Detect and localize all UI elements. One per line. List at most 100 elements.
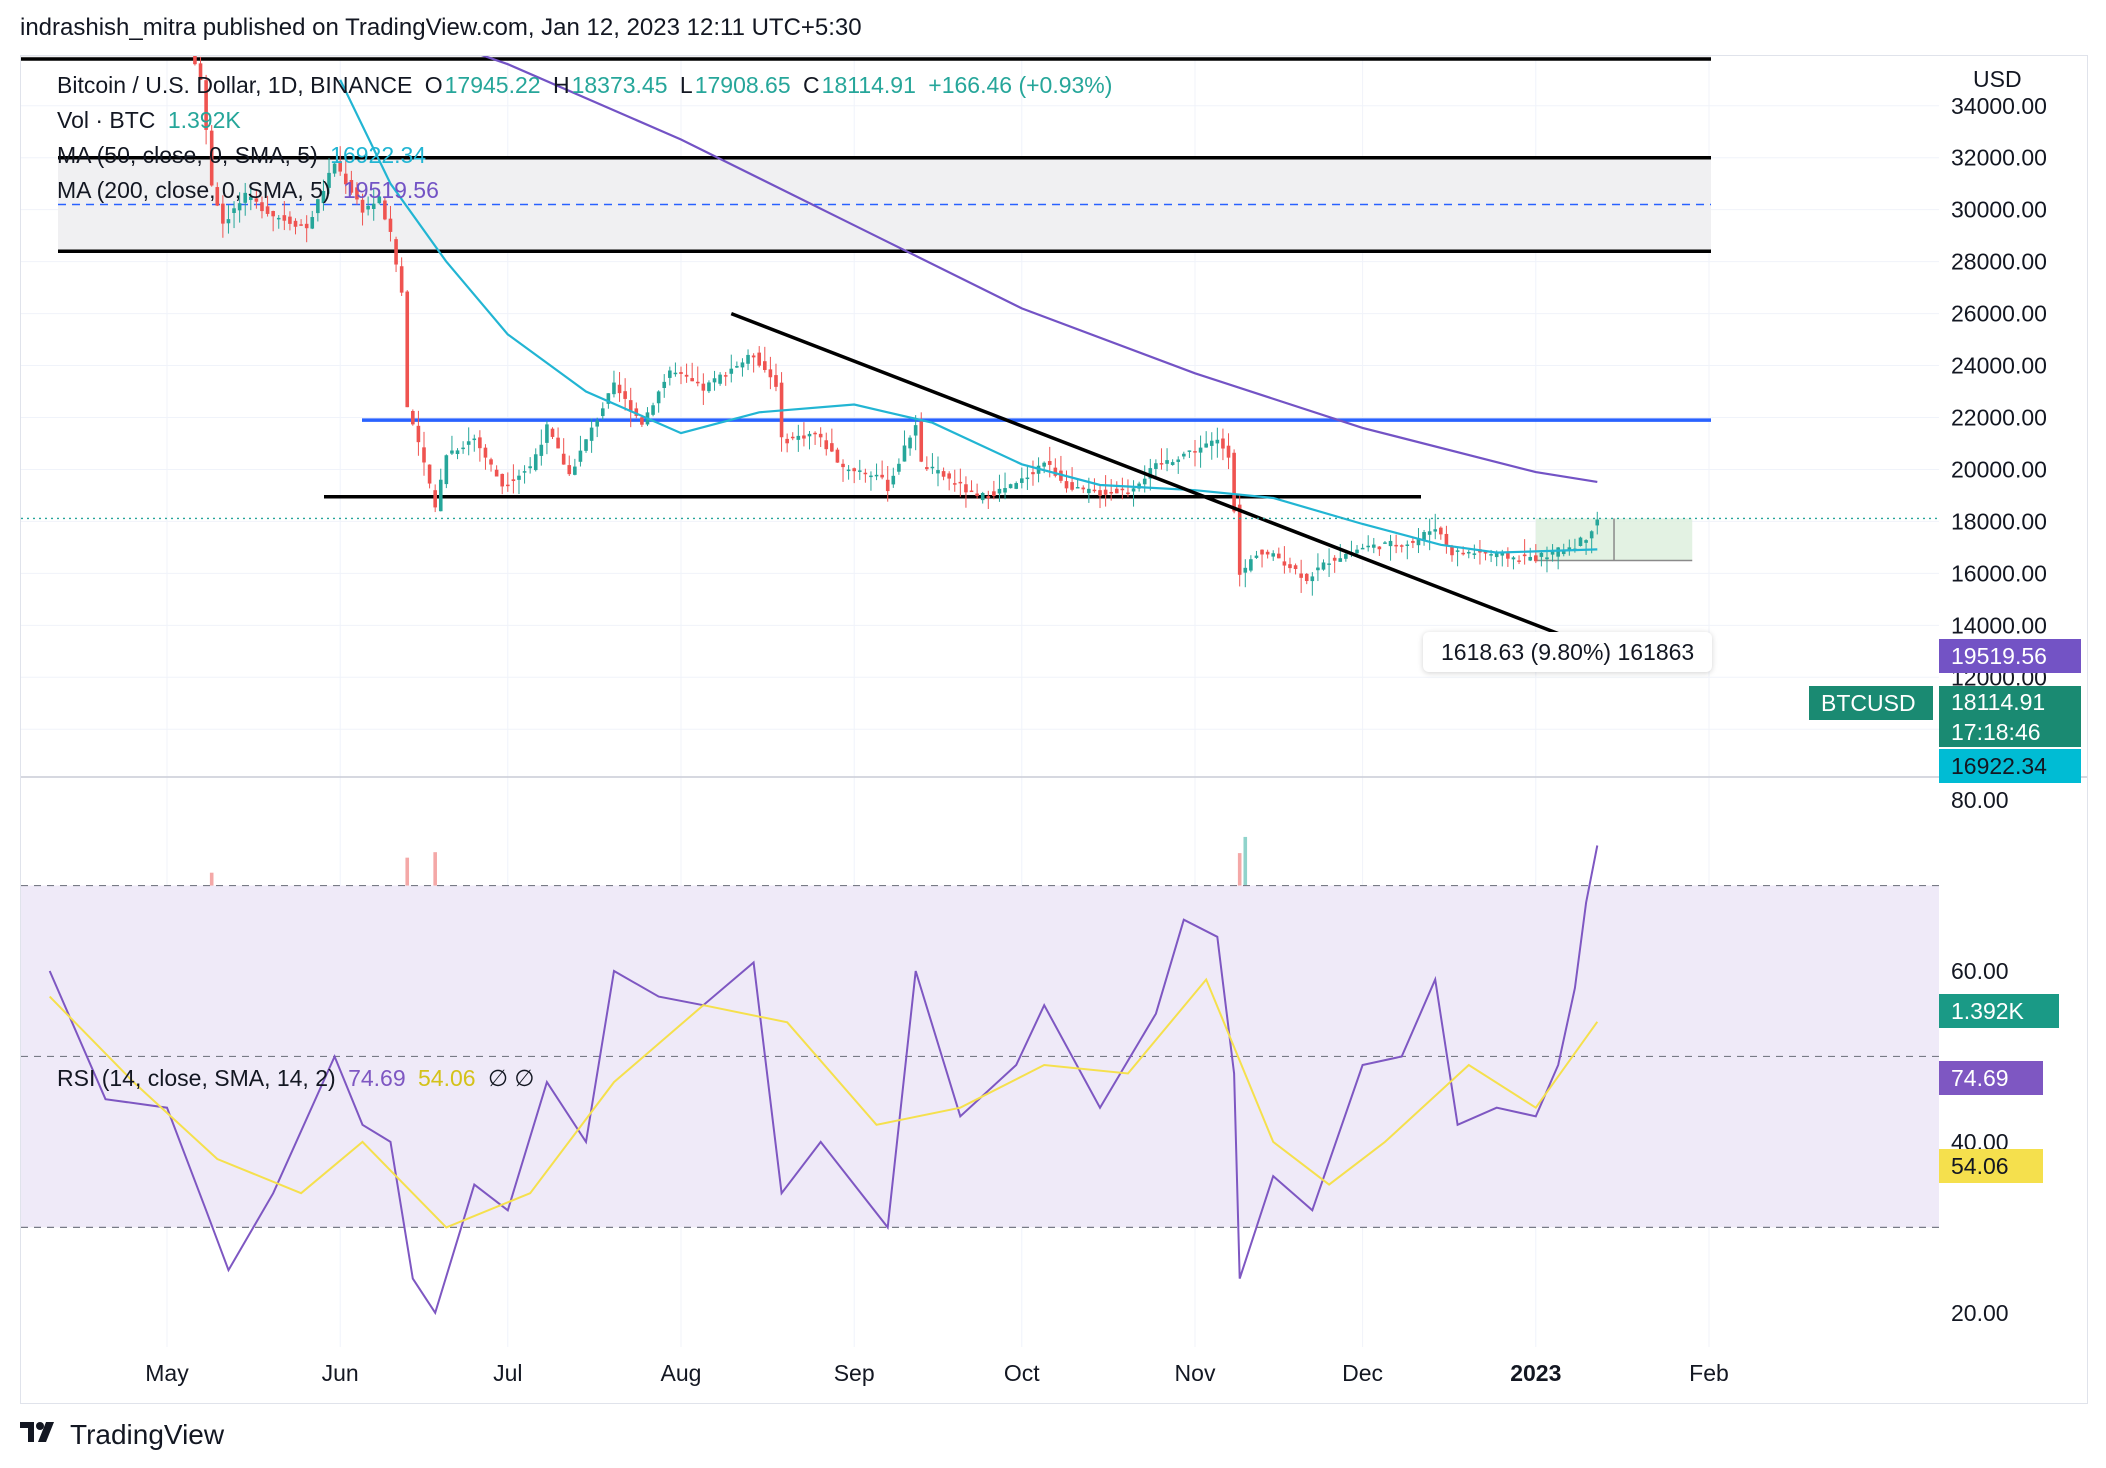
candle-down bbox=[193, 56, 197, 65]
candle-up bbox=[1360, 547, 1365, 550]
candle-up bbox=[1584, 540, 1588, 543]
candle-down bbox=[617, 384, 622, 394]
candle-down bbox=[1277, 553, 1281, 559]
candle-down bbox=[813, 432, 817, 435]
volume-legend: Vol · BTC 1.392K bbox=[57, 107, 247, 134]
candle-down bbox=[824, 440, 829, 450]
rsi-ma-line bbox=[48, 977, 1599, 1229]
candle-down bbox=[265, 206, 270, 214]
candle-down bbox=[763, 361, 767, 370]
candle-up bbox=[1316, 567, 1320, 571]
ma50-legend: MA (50, close, 0, SMA, 5) 16922.34 bbox=[57, 142, 432, 169]
candle-down bbox=[506, 484, 510, 487]
candle-up bbox=[1131, 488, 1136, 492]
time-tick-label: Jul bbox=[493, 1360, 522, 1386]
candle-down bbox=[947, 473, 951, 479]
candle-down bbox=[221, 203, 225, 224]
candle-down bbox=[1534, 555, 1538, 562]
candle-up bbox=[371, 203, 376, 210]
candle-down bbox=[1232, 452, 1236, 512]
candle-up bbox=[1405, 544, 1410, 546]
candle-up bbox=[1489, 554, 1493, 556]
candle-up bbox=[1165, 460, 1169, 464]
candle-down bbox=[1126, 492, 1130, 495]
candle-up bbox=[517, 475, 521, 480]
candle-up bbox=[472, 438, 477, 441]
chart-frame[interactable]: 34000.00 32000.00 30000.00 28000.00 26000.00… bbox=[20, 55, 2088, 1404]
candle-up bbox=[1589, 531, 1594, 539]
candle-up bbox=[1355, 549, 1359, 554]
candle-down bbox=[1399, 545, 1404, 547]
candle-up bbox=[450, 450, 454, 454]
candle-up bbox=[1466, 551, 1471, 554]
candle-up bbox=[377, 196, 382, 204]
price-tick-label: 30000.00 bbox=[1951, 197, 2047, 223]
rsi-tag: 74.69 bbox=[1939, 1061, 2043, 1095]
candle-down bbox=[338, 161, 342, 172]
candle-down bbox=[768, 369, 773, 378]
candle-up bbox=[651, 405, 655, 415]
measure-label: 1618.63 (9.80%) 161863 bbox=[1423, 632, 1713, 672]
low-value: 17908.65 bbox=[694, 72, 791, 98]
candle-up bbox=[857, 470, 862, 472]
candle-down bbox=[282, 215, 287, 221]
candle-down bbox=[1288, 564, 1292, 569]
candle-down bbox=[204, 80, 208, 130]
candle-down bbox=[511, 479, 516, 482]
ma50-price-tag: 16922.34 bbox=[1939, 749, 2081, 783]
candle-down bbox=[785, 438, 789, 444]
chart-canvas[interactable]: 34000.00 32000.00 30000.00 28000.00 26000.00… bbox=[21, 56, 2087, 1403]
candle-up bbox=[1472, 553, 1477, 555]
candle-down bbox=[690, 378, 694, 382]
candle-down bbox=[1483, 551, 1488, 554]
candle-up bbox=[735, 366, 739, 368]
candle-up bbox=[573, 466, 577, 475]
candle-down bbox=[271, 211, 275, 217]
candle-up bbox=[1154, 463, 1158, 469]
downtrend-line bbox=[730, 311, 1598, 651]
candle-down bbox=[1517, 560, 1521, 562]
time-tick-label: Nov bbox=[1175, 1360, 1216, 1386]
candle-down bbox=[1450, 546, 1454, 556]
ma50-value: 16922.34 bbox=[330, 142, 427, 168]
volume-label: Vol · BTC bbox=[57, 107, 156, 133]
candle-down bbox=[433, 490, 437, 508]
price-tick-label: 28000.00 bbox=[1951, 249, 2047, 275]
candle-up bbox=[662, 381, 667, 388]
candle-down bbox=[494, 469, 499, 477]
candle-up bbox=[908, 437, 912, 449]
candle-up bbox=[539, 444, 544, 456]
candle-down bbox=[399, 266, 404, 293]
candle-down bbox=[757, 352, 762, 366]
candle-down bbox=[1081, 487, 1086, 490]
candle-up bbox=[461, 447, 465, 450]
candle-up bbox=[1020, 478, 1024, 483]
low-label: L bbox=[679, 72, 693, 98]
candle-up bbox=[1142, 478, 1147, 485]
price-tick-label: 32000.00 bbox=[1951, 145, 2047, 171]
candle-up bbox=[869, 475, 873, 478]
candles-group bbox=[193, 56, 1600, 596]
candle-down bbox=[1377, 546, 1382, 550]
candle-up bbox=[1371, 544, 1376, 548]
candle-down bbox=[556, 437, 560, 449]
candle-up bbox=[1427, 531, 1432, 535]
ma200-legend: MA (200, close, 0, SMA, 5) 19519.56 bbox=[57, 177, 445, 204]
candle-up bbox=[321, 190, 326, 204]
candle-up bbox=[891, 475, 896, 485]
candle-up bbox=[327, 172, 331, 188]
price-tick-label: 22000.00 bbox=[1951, 405, 2047, 431]
candle-up bbox=[1511, 557, 1516, 560]
candle-up bbox=[522, 471, 527, 473]
candle-up bbox=[1310, 576, 1315, 582]
candle-up bbox=[237, 203, 242, 211]
candle-down bbox=[941, 471, 946, 477]
time-tick-label: Oct bbox=[1004, 1360, 1040, 1386]
price-tick-label: 16000.00 bbox=[1951, 560, 2047, 586]
candle-up bbox=[1567, 547, 1572, 551]
footer: TradingView bbox=[20, 1418, 224, 1452]
candle-up bbox=[1383, 542, 1387, 544]
candle-down bbox=[919, 421, 924, 462]
symbol-legend: Bitcoin / U.S. Dollar, 1D, BINANCE O1794… bbox=[57, 72, 1118, 99]
candle-up bbox=[1204, 443, 1208, 448]
